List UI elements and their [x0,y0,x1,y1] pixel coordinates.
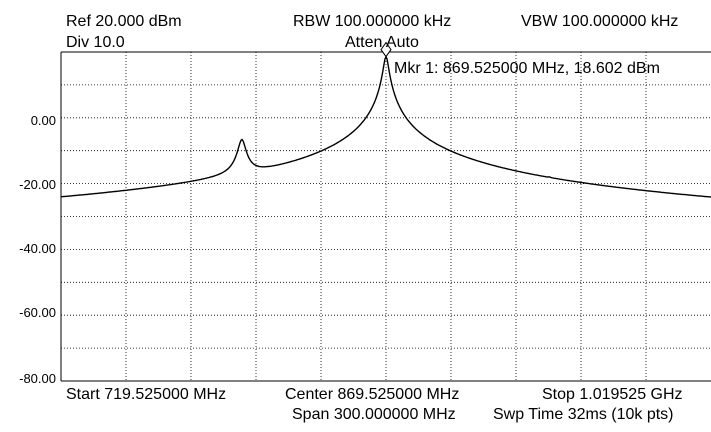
center-frequency: Center 869.525000 MHz [285,386,460,403]
marker-diamond-icon [380,41,392,58]
marker-1 [380,41,392,58]
vbw-label: VBW 100.000000 kHz [521,13,679,30]
graticule [60,51,711,382]
y-tick-label: 0.00 [30,113,56,128]
ref-level-label: Ref 20.000 dBm [66,13,182,30]
rbw-label: RBW 100.000000 kHz [293,13,452,30]
atten-label: Atten Auto [345,34,419,51]
span: Span 300.000000 MHz [292,406,456,423]
div-label: Div 10.0 [66,34,125,51]
y-tick-label: -40.00 [19,241,56,256]
marker-readout: Mkr 1: 869.525000 MHz, 18.602 dBm [394,60,660,77]
y-tick-label: -60.00 [19,305,56,320]
stop-frequency: Stop 1.019525 GHz [542,386,683,403]
y-tick-label: -80.00 [19,371,56,386]
start-frequency: Start 719.525000 MHz [66,386,227,403]
sweep-time: Swp Time 32ms (10k pts) [493,406,674,423]
y-tick-label: -20.00 [19,177,56,192]
